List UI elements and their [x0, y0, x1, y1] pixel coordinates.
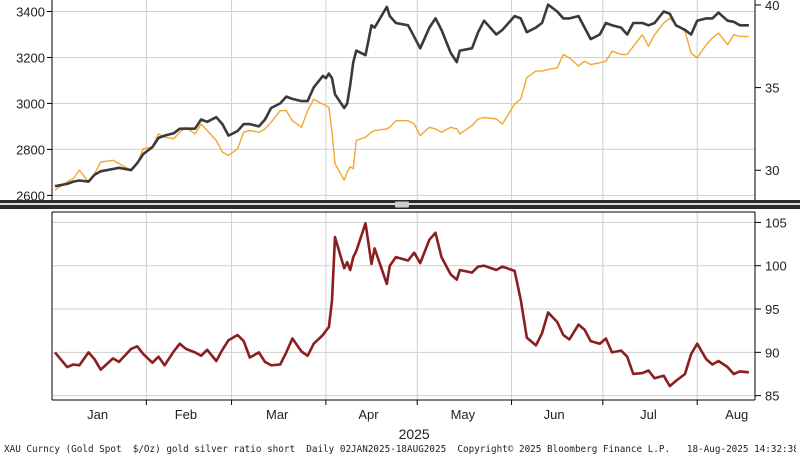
- series-line-bottom: [53, 222, 750, 388]
- month-label-apr: Apr: [358, 407, 379, 422]
- month-label-aug: Aug: [725, 407, 748, 422]
- series-line-top-left: [54, 3, 749, 188]
- month-label-jul: Jul: [640, 407, 657, 422]
- panel-separator-handle: [395, 201, 409, 208]
- footer-timestamp: 18-Aug-2025 14:32:38: [686, 444, 796, 455]
- tick-label-right-top-40: 40: [765, 0, 779, 13]
- tick-label-right-bottom-105: 105: [765, 215, 787, 230]
- tick-label-right-top-30: 30: [765, 163, 779, 178]
- tick-label-right-top-35: 35: [765, 81, 779, 96]
- tick-label-right-bottom-100: 100: [765, 259, 787, 274]
- tick-label-left-3000: 3000: [16, 96, 45, 111]
- month-label-jan: Jan: [87, 407, 108, 422]
- footer-copyright: Copyright© 2025 Bloomberg Finance L.P.: [457, 444, 671, 455]
- tick-label-left-3400: 3400: [16, 4, 45, 19]
- footer-ticker: XAU Curncy (Gold Spot $/Oz) gold silver …: [4, 444, 296, 455]
- tick-labels: 2600 2800 3000 3200 3400 30 35 40 85 90 95 100 105 Ja…: [16, 0, 787, 442]
- chart-footer: XAU Curncy (Gold Spot $/Oz) gold silver …: [4, 444, 796, 460]
- month-label-mar: Mar: [266, 407, 289, 422]
- footer-range: Daily 02JAN2025-18AUG2025: [306, 444, 447, 455]
- series-layer: [53, 3, 750, 388]
- month-label-may: May: [451, 407, 476, 422]
- tick-label-right-bottom-90: 90: [765, 345, 779, 360]
- grid: [52, 0, 755, 400]
- tick-label-left-2800: 2800: [16, 142, 45, 157]
- tick-label-right-bottom-95: 95: [765, 302, 779, 317]
- month-label-jun: Jun: [544, 407, 565, 422]
- tick-label-left-2600: 2600: [16, 188, 45, 203]
- year-label: 2025: [399, 426, 430, 442]
- tick-label-left-3200: 3200: [16, 50, 45, 65]
- tick-label-right-bottom-85: 85: [765, 389, 779, 404]
- month-label-feb: Feb: [175, 407, 197, 422]
- axes: [0, 0, 800, 405]
